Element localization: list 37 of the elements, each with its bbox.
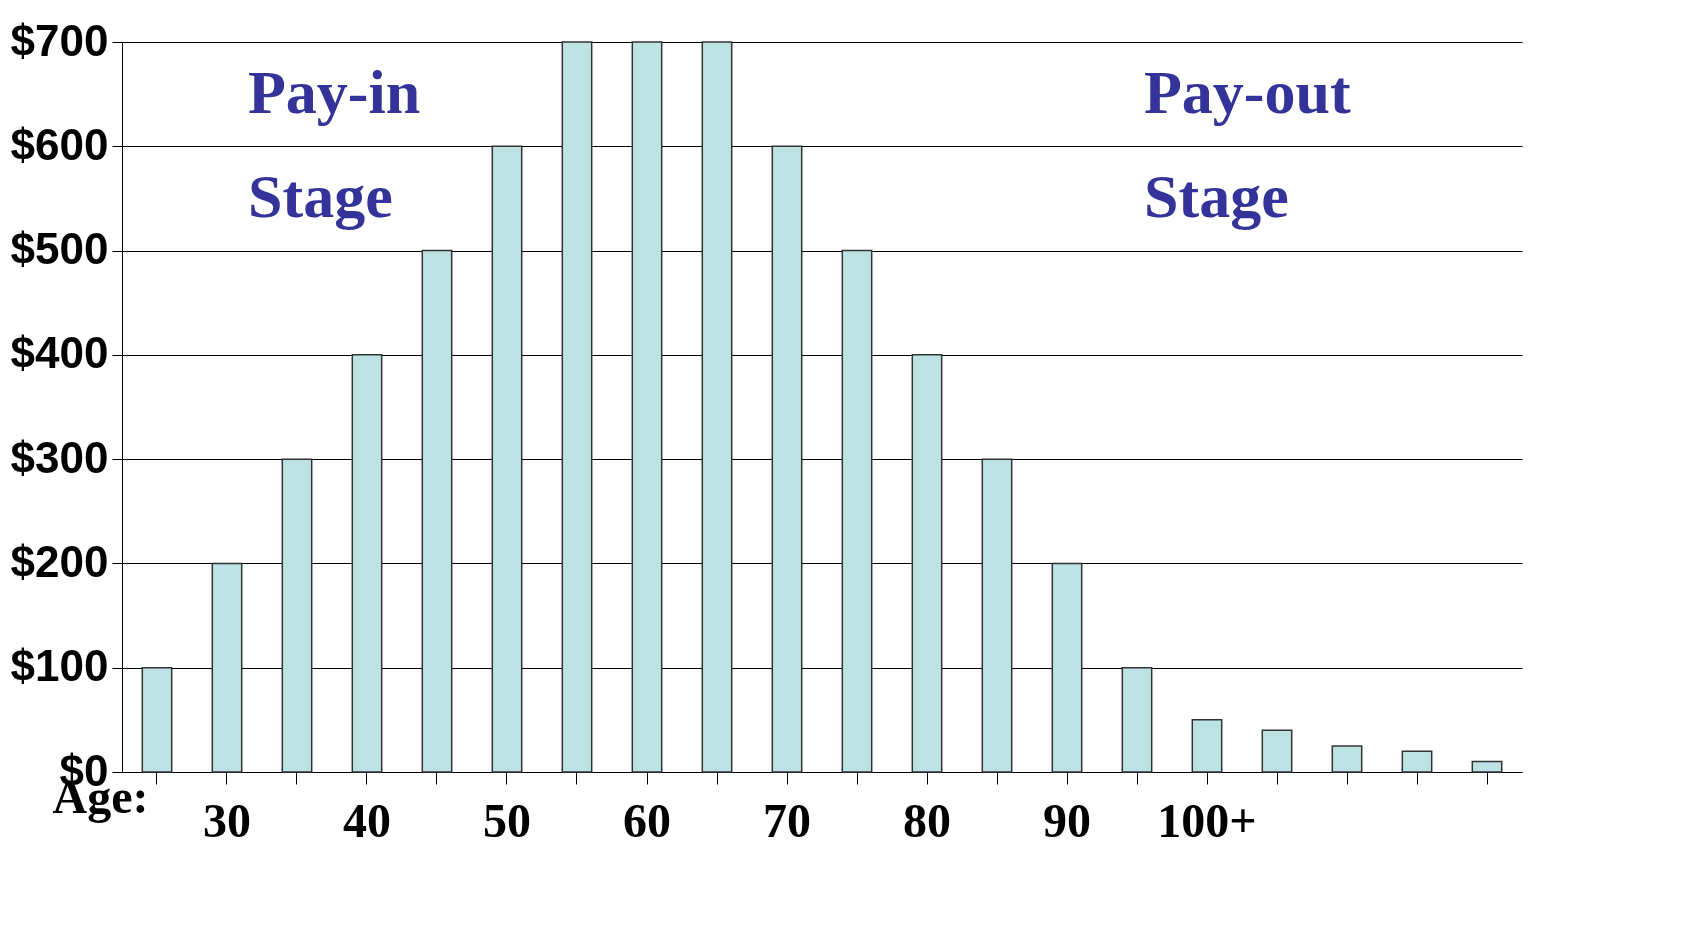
bar [351,354,383,773]
y-tick-label: $700 [10,15,109,65]
x-tick-label: 70 [763,793,811,847]
bar [911,354,943,773]
bar [1191,719,1223,773]
annotation: Pay-in Stage [248,58,421,231]
bar [1331,745,1363,773]
x-tick-label: 100+ [1157,793,1257,847]
x-tick-label: 50 [483,793,531,847]
x-tick-label: 80 [903,793,951,847]
bar [631,41,663,773]
x-tick-label: 30 [203,793,251,847]
bar [141,666,173,773]
bar [281,458,313,773]
bar [771,145,803,773]
bar [1121,666,1153,773]
bar [841,249,873,773]
y-tick-label: $200 [10,536,109,586]
x-tick-label: 40 [343,793,391,847]
bar [211,562,243,773]
y-tick-label: $600 [10,119,109,169]
bar [421,249,453,773]
bar [1401,750,1433,773]
bar [981,458,1013,773]
bar [1471,760,1503,773]
y-tick-label: $500 [10,224,109,274]
bar [1051,562,1083,773]
bar [701,41,733,773]
x-tick-label: 60 [623,793,671,847]
bar [491,145,523,773]
y-tick-label: $100 [10,641,109,691]
x-tick-label: 90 [1043,793,1091,847]
y-tick-label: $400 [10,328,109,378]
bar [1261,729,1293,773]
annotation: Pay-out Stage [1144,58,1351,231]
bar [561,41,593,773]
y-tick-label: $300 [10,432,109,482]
